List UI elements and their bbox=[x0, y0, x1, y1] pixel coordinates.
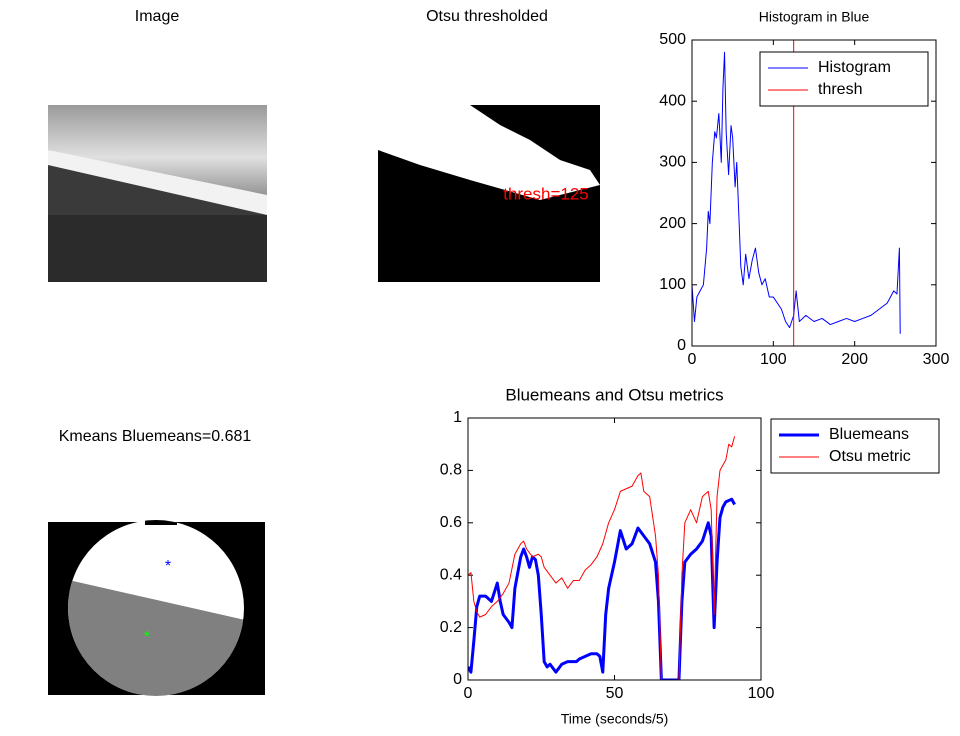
x-tick-label: 200 bbox=[841, 351, 868, 368]
legend-box bbox=[759, 51, 929, 107]
y-tick-label: 0.8 bbox=[440, 462, 462, 479]
centroid: * bbox=[144, 629, 150, 646]
photo-ground bbox=[48, 215, 267, 282]
y-tick-label: 0 bbox=[453, 671, 462, 688]
axes-box bbox=[691, 39, 937, 347]
x-tick-label: 0 bbox=[688, 351, 697, 368]
threshold-annotation: thresh=125 bbox=[503, 184, 589, 203]
legend-label: thresh bbox=[818, 81, 862, 98]
notch bbox=[145, 520, 177, 525]
photo-horizon bbox=[48, 150, 267, 215]
image-panel: Kmeans Bluemeans=0.681 * * bbox=[48, 428, 265, 696]
image-panel: Otsu thresholded thresh=125 bbox=[378, 8, 600, 282]
x-tick-label: 50 bbox=[606, 685, 624, 702]
y-tick-label: 200 bbox=[659, 215, 686, 232]
y-tick-label: 500 bbox=[659, 31, 686, 48]
cluster-gray bbox=[68, 578, 244, 696]
legend-label: Otsu metric bbox=[829, 448, 911, 465]
legend-box bbox=[770, 418, 940, 474]
y-tick-label: 100 bbox=[659, 276, 686, 293]
y-tick-label: 1 bbox=[453, 409, 462, 426]
y-tick-label: 0.2 bbox=[440, 619, 462, 636]
x-tick-label: 0 bbox=[464, 685, 473, 702]
image-title: Otsu thresholded bbox=[426, 8, 548, 25]
x-tick-label: 300 bbox=[923, 351, 950, 368]
y-tick-label: 0.4 bbox=[440, 566, 462, 583]
legend-label: Histogram bbox=[818, 59, 891, 76]
x-tick-label: 100 bbox=[748, 685, 775, 702]
series-line bbox=[468, 436, 736, 680]
image-title: Kmeans Bluemeans=0.681 bbox=[59, 428, 252, 445]
chart-title: Bluemeans and Otsu metrics bbox=[505, 385, 723, 404]
binary-white bbox=[378, 105, 600, 200]
legend-label: Bluemeans bbox=[829, 426, 909, 443]
y-tick-label: 300 bbox=[659, 154, 686, 171]
image-title: Image bbox=[135, 8, 180, 25]
axes-box bbox=[467, 417, 762, 681]
y-tick-label: 400 bbox=[659, 92, 686, 109]
series-line bbox=[692, 51, 901, 334]
x-axis-label: Time (seconds/5) bbox=[561, 711, 669, 727]
image-panel: Image bbox=[48, 8, 267, 282]
y-tick-label: 0.6 bbox=[440, 514, 462, 531]
x-tick-label: 100 bbox=[760, 351, 787, 368]
centroid: * bbox=[165, 558, 171, 575]
chart-title: Histogram in Blue bbox=[759, 9, 870, 25]
series-line bbox=[468, 497, 736, 680]
y-tick-label: 0 bbox=[677, 337, 686, 354]
